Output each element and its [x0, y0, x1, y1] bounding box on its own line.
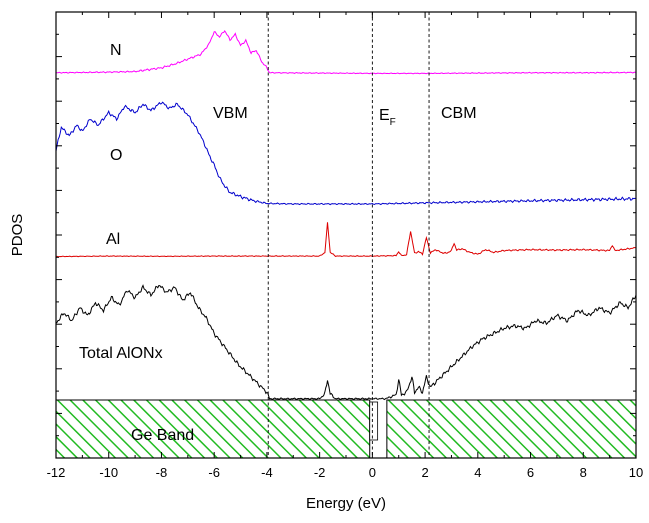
x-tick-label: -8: [156, 465, 168, 480]
ge-band-rect-1: [386, 399, 637, 459]
series-line-total-alonx: [56, 284, 636, 401]
label-total: Total AlONx: [79, 345, 163, 362]
x-tick-label: 2: [421, 465, 428, 480]
x-tick-label: -12: [47, 465, 66, 480]
label-o: O: [110, 147, 122, 164]
label-n: N: [110, 42, 122, 59]
x-tick-label: 8: [580, 465, 587, 480]
reference-lines: [267, 12, 430, 458]
x-tick-label: 4: [474, 465, 481, 480]
x-tick-label: 0: [369, 465, 376, 480]
x-tick-label: -10: [99, 465, 118, 480]
x-tick-label: 10: [629, 465, 643, 480]
x-tick-label: 6: [527, 465, 534, 480]
x-tick-label: -6: [208, 465, 220, 480]
ge-band-region: [55, 399, 637, 459]
ge-band-gap-marker: [369, 401, 379, 441]
x-tick-label: -4: [261, 465, 273, 480]
series-line-o: [56, 101, 636, 206]
axis-ticks: -12 -10 -8 -6 -4 -2 0 2 4 6 8 10: [47, 11, 643, 480]
label-vbm: VBM: [213, 105, 248, 122]
pdos-curves: [56, 29, 636, 401]
ge-band-rect-0: [55, 399, 371, 459]
series-line-n: [56, 29, 636, 75]
label-cbm: CBM: [441, 105, 477, 122]
label-ef: EF: [379, 107, 396, 128]
x-axis-title: Energy (eV): [306, 495, 386, 512]
label-ge-band: Ge Band: [131, 427, 194, 444]
y-axis-title: PDOS: [9, 214, 26, 257]
x-tick-label: -2: [314, 465, 326, 480]
series-line-al: [56, 222, 636, 258]
plot-frame: [55, 11, 637, 459]
label-al: Al: [106, 231, 120, 248]
